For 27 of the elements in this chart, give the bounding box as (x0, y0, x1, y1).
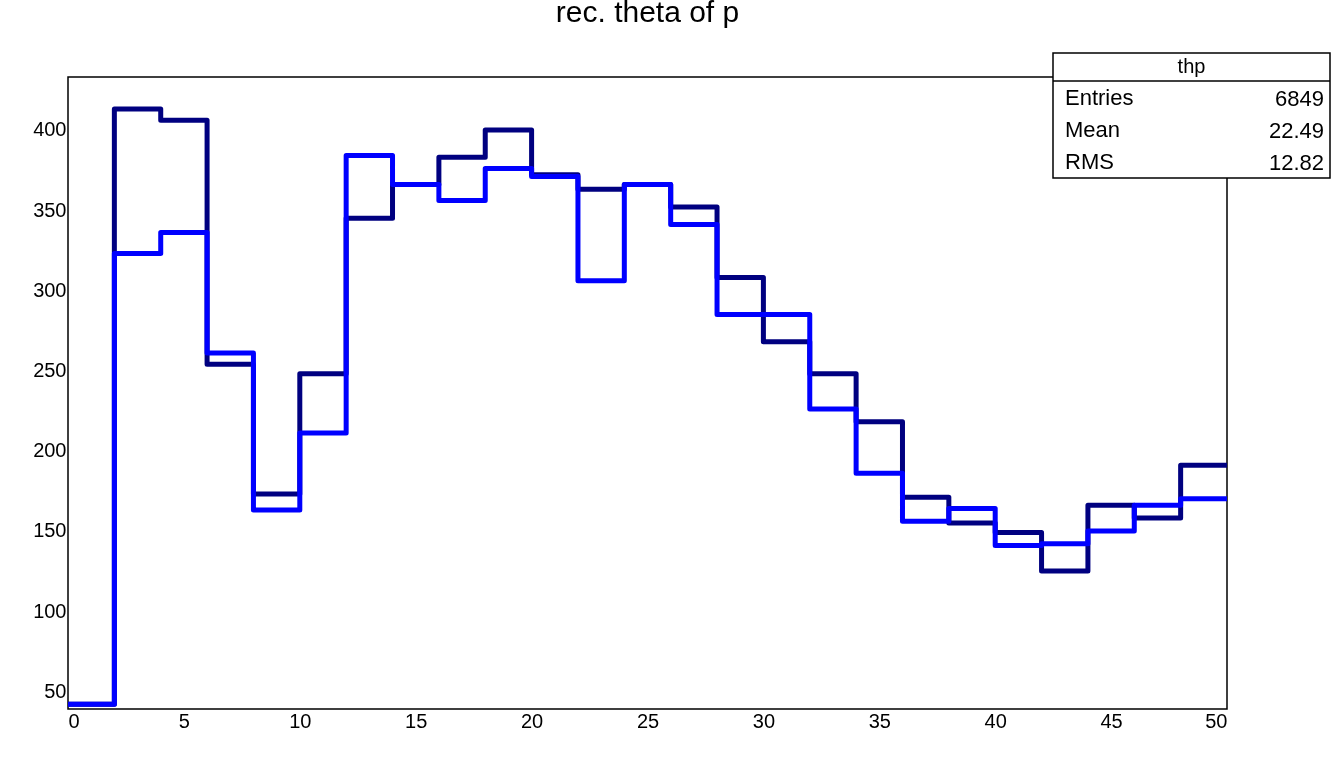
chart-title: rec. theta of p (555, 0, 740, 29)
x-tick-label: 50 (1205, 709, 1228, 732)
y-tick-label: 350 (33, 198, 67, 221)
x-tick-label: 35 (868, 709, 891, 732)
text: 22.49 (1268, 118, 1324, 143)
x-tick-label: 30 (752, 709, 776, 732)
annotation: thp (1177, 55, 1206, 77)
x-tick-label: 0 (68, 709, 80, 732)
x-tick-label: 10 (289, 709, 312, 732)
y-tick-label: 200 (33, 439, 67, 462)
y-tick-label: 250 (33, 359, 67, 382)
x-tick-label: 40 (984, 709, 1007, 732)
y-tick-label: 300 (33, 278, 67, 301)
text: 6849 (1275, 86, 1324, 111)
y-tick-label: 50 (44, 679, 67, 702)
text: 12.82 (1268, 150, 1324, 175)
annotation: Mean (1065, 117, 1121, 142)
x-tick-label: 5 (178, 709, 190, 732)
x-tick-label: 20 (520, 709, 544, 732)
y-tick-label: 400 (33, 118, 67, 141)
annotation: Entries (1065, 85, 1134, 110)
annotation: RMS (1065, 149, 1114, 174)
y-tick-label: 100 (33, 599, 67, 622)
x-tick-label: 15 (405, 709, 428, 732)
x-tick-label: 45 (1100, 709, 1123, 732)
x-tick-label: 25 (636, 709, 660, 732)
y-tick-label: 150 (33, 519, 67, 542)
